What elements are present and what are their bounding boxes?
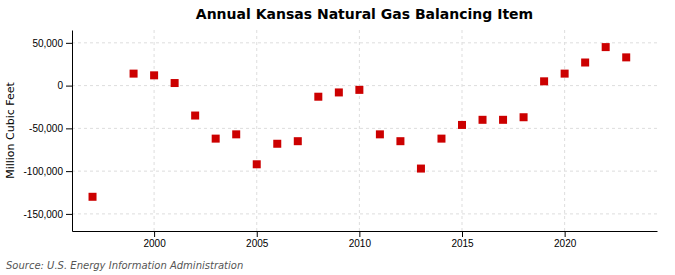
y-tick-mark <box>66 86 72 87</box>
point <box>130 70 138 78</box>
point <box>294 137 302 145</box>
y-grid-line <box>72 128 657 129</box>
chart: 2000 2005 2010 2015 2020 -150,000 -100,000 -50,… <box>0 0 675 275</box>
y-tick-mark <box>66 171 72 172</box>
point <box>150 71 158 79</box>
point <box>191 112 199 120</box>
y-tick-label: -50,000 <box>29 123 63 134</box>
x-tick: 2020 <box>554 231 577 249</box>
y-axis-title: Million Cubic Feet <box>4 81 17 178</box>
point <box>479 116 487 124</box>
point <box>314 93 322 101</box>
x-tick-mark <box>257 231 258 237</box>
x-tick-mark <box>565 231 566 237</box>
y-tick: -100,000 <box>24 166 72 177</box>
points <box>89 43 631 201</box>
point <box>540 77 548 85</box>
grid <box>72 30 657 231</box>
x-tick-label: 2000 <box>143 238 166 249</box>
x-tick-label: 2005 <box>246 238 269 249</box>
y-grid-line <box>72 85 657 86</box>
point <box>335 88 343 96</box>
x-grid-line <box>256 30 257 231</box>
point <box>171 79 179 87</box>
x-tick: 2015 <box>451 231 474 249</box>
x-axis: 2000 2005 2010 2015 2020 <box>73 231 658 249</box>
y-grid-line <box>72 213 657 214</box>
point <box>253 160 261 168</box>
y-tick-label: 0 <box>57 80 63 91</box>
y-axis: -150,000 -100,000 -50,000 0 50,000 <box>24 31 73 232</box>
x-tick-label: 2020 <box>554 238 577 249</box>
x-tick-label: 2015 <box>451 238 474 249</box>
point <box>396 137 404 145</box>
x-tick-mark <box>154 231 155 237</box>
point <box>581 59 589 67</box>
x-tick: 2000 <box>143 231 166 249</box>
y-tick: 50,000 <box>32 38 72 49</box>
plot-area: 2000 2005 2010 2015 2020 -150,000 -100,000 -50,… <box>24 30 658 249</box>
y-tick-mark <box>66 128 72 129</box>
y-tick-mark <box>66 43 72 44</box>
y-tick: -50,000 <box>29 123 72 134</box>
point <box>458 121 466 129</box>
point <box>602 43 610 51</box>
x-tick: 2005 <box>246 231 269 249</box>
y-tick: -150,000 <box>24 209 72 220</box>
x-tick-label: 2010 <box>349 238 372 249</box>
point <box>355 86 363 94</box>
point <box>499 116 507 124</box>
point <box>273 140 281 148</box>
x-axis-line <box>73 231 658 232</box>
x-grid-line <box>154 30 155 231</box>
point <box>561 70 569 78</box>
x-tick-mark <box>462 231 463 237</box>
y-tick-label: -100,000 <box>24 166 64 177</box>
point <box>520 113 528 121</box>
point <box>437 135 445 143</box>
x-tick-mark <box>359 231 360 237</box>
point <box>232 130 240 138</box>
y-grid-line <box>72 42 657 43</box>
point <box>622 53 630 61</box>
point <box>89 193 97 201</box>
x-grid-line <box>564 30 565 231</box>
x-tick: 2010 <box>349 231 372 249</box>
x-grid-line <box>462 30 463 231</box>
point <box>376 130 384 138</box>
y-tick: 0 <box>57 80 72 91</box>
point <box>212 135 220 143</box>
y-tick-mark <box>66 214 72 215</box>
title: Annual Kansas Natural Gas Balancing Item <box>196 6 533 22</box>
y-grid-line <box>72 171 657 172</box>
x-grid-line <box>359 30 360 231</box>
point <box>417 165 425 173</box>
y-tick-label: 50,000 <box>32 38 63 49</box>
source: Source: U.S. Energy Information Administ… <box>6 260 243 271</box>
y-axis-line <box>72 31 73 232</box>
y-tick-label: -150,000 <box>24 209 64 220</box>
